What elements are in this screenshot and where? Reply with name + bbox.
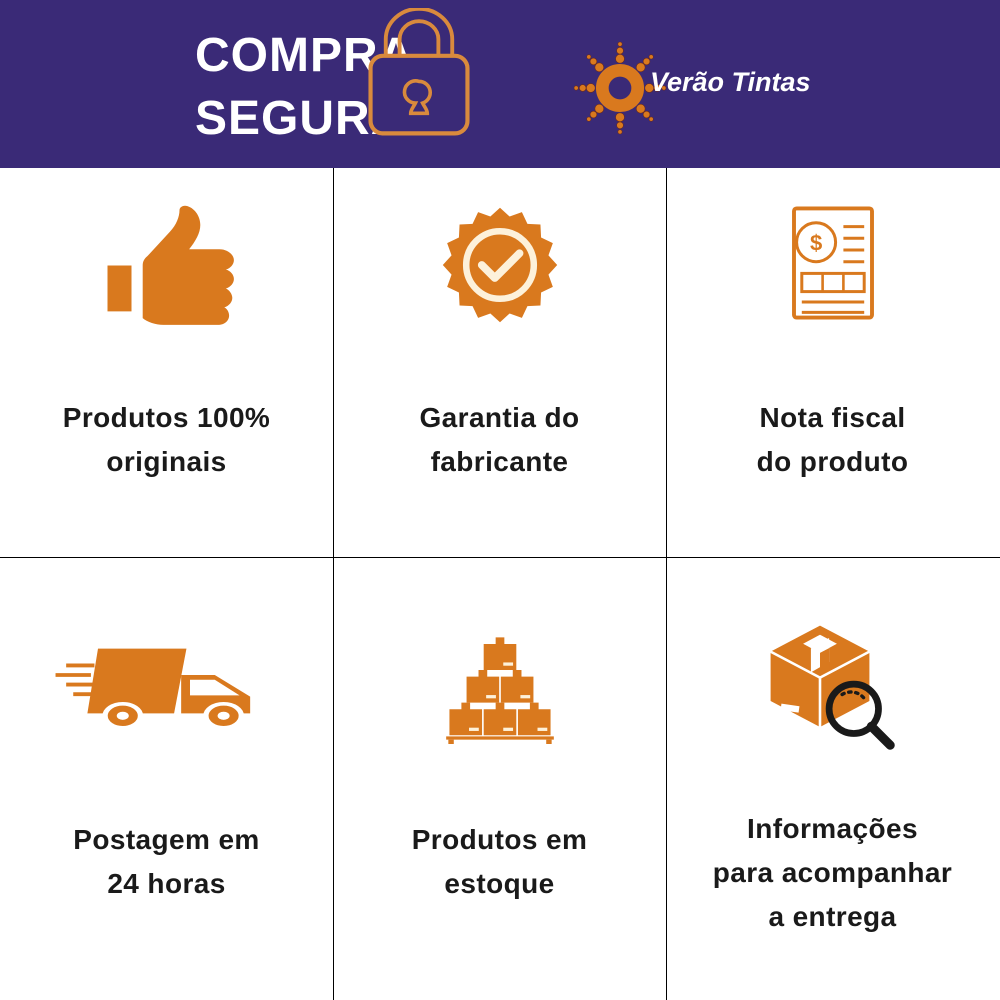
svg-text:$: $ — [809, 231, 821, 256]
